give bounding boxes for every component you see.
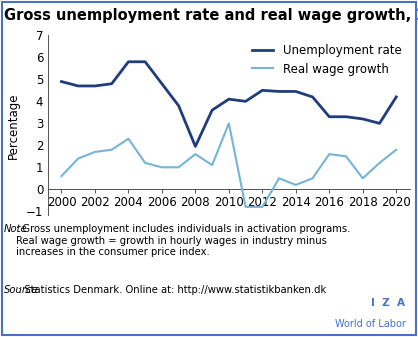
Unemployment rate	[293, 89, 298, 93]
Unemployment rate	[327, 115, 332, 119]
Real wage growth	[143, 161, 148, 165]
Unemployment rate	[159, 82, 164, 86]
Unemployment rate	[310, 95, 315, 99]
Real wage growth	[260, 205, 265, 209]
Real wage growth	[209, 163, 214, 167]
Real wage growth	[126, 137, 131, 141]
Unemployment rate	[126, 60, 131, 64]
Real wage growth	[59, 174, 64, 178]
Real wage growth	[344, 154, 349, 158]
Real wage growth	[277, 176, 282, 180]
Unemployment rate	[59, 80, 64, 84]
Y-axis label: Percentage: Percentage	[7, 92, 20, 159]
Text: : Gross unemployment includes individuals in activation programs.
Real wage grow: : Gross unemployment includes individual…	[16, 224, 350, 257]
Real wage growth	[193, 152, 198, 156]
Unemployment rate	[176, 104, 181, 108]
Line: Unemployment rate: Unemployment rate	[61, 62, 396, 146]
Real wage growth	[394, 148, 399, 152]
Real wage growth	[293, 183, 298, 187]
Real wage growth	[377, 161, 382, 165]
Text: : Statistics Denmark. Online at: http://www.statistikbanken.dk: : Statistics Denmark. Online at: http://…	[18, 285, 326, 295]
Unemployment rate	[209, 108, 214, 112]
Unemployment rate	[394, 95, 399, 99]
Unemployment rate	[260, 88, 265, 92]
Unemployment rate	[227, 97, 232, 101]
Line: Real wage growth: Real wage growth	[61, 123, 396, 207]
Real wage growth	[176, 165, 181, 169]
Unemployment rate	[92, 84, 97, 88]
Unemployment rate	[360, 117, 365, 121]
Text: Gross unemployment rate and real wage growth, 2000–2020: Gross unemployment rate and real wage gr…	[4, 8, 418, 24]
Real wage growth	[360, 176, 365, 180]
Unemployment rate	[377, 121, 382, 125]
Unemployment rate	[193, 144, 198, 148]
Unemployment rate	[277, 89, 282, 93]
Real wage growth	[327, 152, 332, 156]
Text: I  Z  A: I Z A	[372, 298, 405, 308]
Real wage growth	[92, 150, 97, 154]
Text: Source: Source	[4, 285, 39, 295]
Real wage growth	[227, 121, 232, 125]
Unemployment rate	[76, 84, 81, 88]
Text: Note: Note	[4, 224, 28, 234]
Unemployment rate	[143, 60, 148, 64]
Unemployment rate	[109, 82, 114, 86]
Unemployment rate	[243, 99, 248, 103]
Unemployment rate	[344, 115, 349, 119]
Real wage growth	[109, 148, 114, 152]
Real wage growth	[310, 176, 315, 180]
Real wage growth	[243, 205, 248, 209]
Real wage growth	[159, 165, 164, 169]
Legend: Unemployment rate, Real wage growth: Unemployment rate, Real wage growth	[250, 41, 404, 78]
Real wage growth	[76, 156, 81, 160]
Text: World of Labor: World of Labor	[334, 318, 405, 329]
